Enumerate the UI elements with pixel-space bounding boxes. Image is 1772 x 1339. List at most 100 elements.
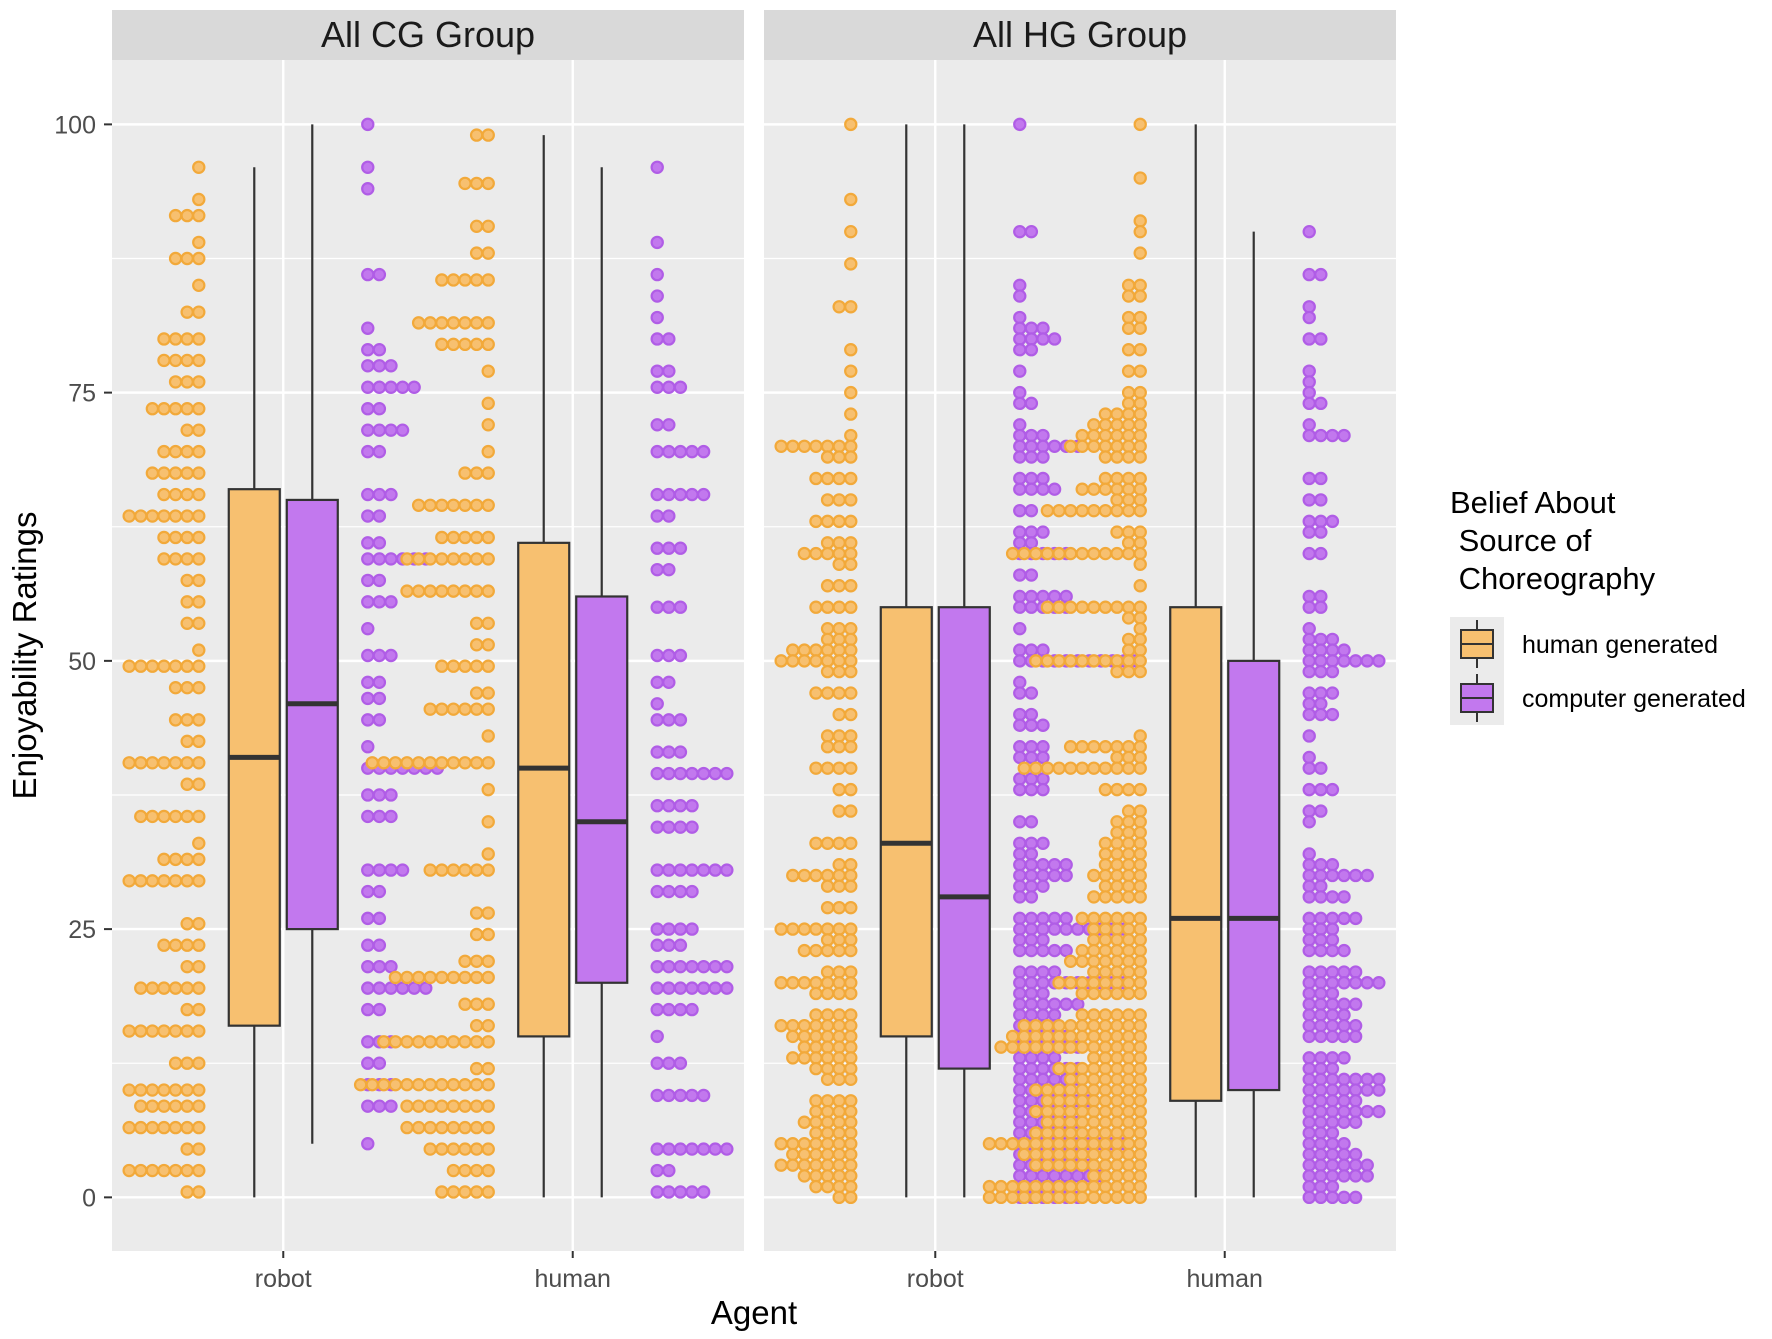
data-dot-robot-hg <box>809 1008 823 1022</box>
data-dot-human-cg <box>1360 868 1374 883</box>
data-dot-human-hg <box>1087 428 1101 443</box>
data-dot-human-cg <box>1314 267 1328 282</box>
data-dot-human-hg <box>1133 493 1147 507</box>
data-dot-robot-hg <box>180 659 194 673</box>
data-dot-robot-hg <box>820 621 835 636</box>
data-dot-robot-hg <box>820 1104 835 1119</box>
data-dot-human-hg <box>411 498 426 512</box>
data-dot-robot-hg <box>844 1190 858 1205</box>
data-dot-human-hg <box>458 1163 472 1178</box>
data-dot-robot-cg <box>1013 976 1027 990</box>
data-dot-robot-cg <box>1059 1169 1073 1183</box>
data-dot-robot-hg <box>832 536 846 550</box>
data-dot-human-hg <box>1087 933 1101 947</box>
data-dot-robot-cg <box>1036 1061 1050 1076</box>
data-dot-robot-cg <box>1024 536 1039 550</box>
data-dot-robot-cg <box>372 380 387 394</box>
data-dot-human-cg <box>673 1185 688 1199</box>
data-dot-human-cg <box>1314 879 1328 893</box>
data-dot-robot-cg <box>395 981 410 995</box>
data-dot-human-cg <box>696 1088 711 1103</box>
data-dot-human-hg <box>377 1077 391 1092</box>
data-dot-human-cg <box>1314 1083 1328 1097</box>
data-dot-robot-hg <box>832 600 846 614</box>
data-dot-human-hg <box>481 364 495 378</box>
data-dot-robot-hg <box>844 1072 858 1087</box>
data-dot-human-hg <box>411 1120 426 1135</box>
data-dot-human-cg <box>1325 1179 1340 1194</box>
data-dot-robot-cg <box>1036 976 1050 990</box>
data-dot-human-hg <box>481 659 495 673</box>
data-dot-robot-cg <box>1036 471 1050 486</box>
data-dot-human-cg <box>1348 965 1363 979</box>
data-dot-human-hg <box>1075 1190 1089 1205</box>
data-dot-human-hg <box>1098 911 1113 926</box>
data-dot-human-hg <box>469 1018 484 1033</box>
data-dot-robot-cg <box>1013 471 1027 486</box>
data-dot-robot-hg <box>832 654 846 668</box>
box-iqr <box>575 595 629 984</box>
data-dot-robot-hg <box>192 192 206 207</box>
data-dot-robot-cg <box>1013 815 1027 829</box>
data-dot-human-cg <box>1314 1029 1328 1044</box>
data-dot-human-hg <box>994 1190 1008 1205</box>
data-dot-human-hg <box>1029 1104 1043 1119</box>
boxplot-robot-hg <box>879 124 933 1198</box>
data-dot-human-cg <box>673 541 688 555</box>
data-dot-human-cg <box>673 799 688 813</box>
data-dot-robot-cg <box>1047 997 1062 1011</box>
data-dot-human-hg <box>1133 922 1147 936</box>
data-dot-robot-hg <box>844 428 858 443</box>
data-dot-human-hg <box>1029 654 1043 668</box>
data-dot-human-cg <box>650 922 664 936</box>
data-dot-robot-cg <box>1013 1094 1027 1108</box>
data-dot-human-cg <box>1314 997 1328 1011</box>
data-dot-human-hg <box>1133 1008 1147 1022</box>
data-dot-human-hg <box>1121 385 1136 400</box>
data-dot-robot-hg <box>797 439 812 453</box>
x-axis-title: Agent <box>711 1294 797 1331</box>
data-dot-human-hg <box>1110 986 1124 1001</box>
data-dot-human-hg <box>481 970 495 985</box>
data-dot-human-hg <box>1110 1029 1124 1044</box>
data-dot-robot-hg <box>844 1179 858 1194</box>
data-dot-robot-cg <box>1024 1051 1039 1065</box>
data-dot-robot-hg <box>809 922 823 936</box>
data-dot-human-cg <box>650 380 664 394</box>
data-dot-robot-hg <box>844 1061 858 1076</box>
data-dot-human-hg <box>1133 1029 1147 1044</box>
data-dot-human-hg <box>1017 1190 1031 1205</box>
data-dot-robot-cg <box>1013 568 1027 582</box>
data-dot-human-cg <box>685 1142 699 1156</box>
data-dot-robot-hg <box>809 1061 823 1076</box>
data-dot-robot-hg <box>809 1018 823 1033</box>
data-dot-human-hg <box>1133 632 1147 647</box>
data-dot-human-hg <box>469 1142 484 1156</box>
data-dot-human-hg <box>982 1137 997 1151</box>
data-dot-human-hg <box>1121 482 1136 496</box>
data-dot-robot-hg <box>157 353 171 368</box>
data-dot-robot-hg <box>180 1083 194 1097</box>
data-dot-human-cg <box>1314 1008 1328 1022</box>
data-dot-robot-cg <box>1036 428 1050 443</box>
data-dot-human-hg <box>1121 868 1136 883</box>
data-dot-human-hg <box>1121 911 1136 926</box>
data-dot-human-hg <box>1063 1126 1078 1140</box>
data-dot-robot-cg <box>1036 911 1050 926</box>
data-dot-human-hg <box>446 659 461 673</box>
data-dot-robot-hg <box>168 353 183 368</box>
data-dot-human-hg <box>481 847 495 861</box>
data-dot-robot-hg <box>192 852 206 867</box>
data-dot-human-hg <box>1098 1104 1113 1119</box>
data-dot-robot-hg <box>180 595 194 609</box>
data-dot-human-hg <box>1098 1147 1113 1162</box>
data-dot-robot-hg <box>797 1147 812 1162</box>
data-dot-robot-hg <box>192 874 206 888</box>
data-dot-human-hg <box>1110 664 1124 679</box>
data-dot-robot-hg <box>820 471 835 486</box>
data-dot-robot-cg <box>1036 772 1050 786</box>
data-dot-robot-hg <box>832 557 846 571</box>
data-dot-human-hg <box>400 1120 414 1135</box>
data-dot-robot-hg <box>157 402 171 416</box>
data-dot-robot-hg <box>844 943 858 958</box>
